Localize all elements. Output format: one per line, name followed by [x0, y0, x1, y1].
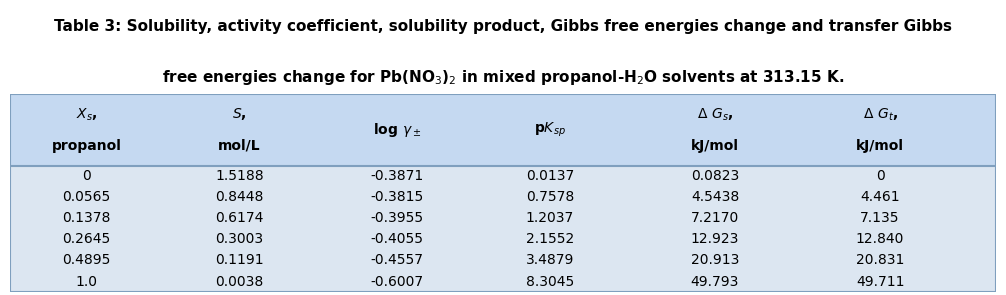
- Text: -0.4557: -0.4557: [370, 253, 424, 268]
- Text: 12.840: 12.840: [856, 232, 904, 246]
- Text: 0.1191: 0.1191: [215, 253, 264, 268]
- Text: 0.6174: 0.6174: [215, 211, 264, 225]
- Text: 0.7578: 0.7578: [526, 190, 574, 204]
- Text: kJ/mol: kJ/mol: [856, 139, 904, 153]
- Text: 7.135: 7.135: [860, 211, 899, 225]
- Text: mol/L: mol/L: [218, 139, 261, 153]
- Text: 0.4895: 0.4895: [62, 253, 111, 268]
- Text: 49.711: 49.711: [856, 275, 904, 289]
- Bar: [10, 165, 996, 187]
- Text: 12.923: 12.923: [691, 232, 739, 246]
- Text: 1.0: 1.0: [75, 275, 98, 289]
- Text: 8.3045: 8.3045: [526, 275, 574, 289]
- Text: 1.2037: 1.2037: [526, 211, 574, 225]
- Text: -0.3955: -0.3955: [370, 211, 424, 225]
- Text: -0.4055: -0.4055: [370, 232, 424, 246]
- Bar: [10, 271, 996, 292]
- Text: $S$,: $S$,: [232, 106, 246, 122]
- Text: 0.8448: 0.8448: [215, 190, 264, 204]
- Text: 2.1552: 2.1552: [526, 232, 574, 246]
- Text: -0.6007: -0.6007: [370, 275, 424, 289]
- Text: log $\gamma_\pm$: log $\gamma_\pm$: [373, 121, 422, 139]
- Text: 0.2645: 0.2645: [62, 232, 111, 246]
- Text: 0: 0: [82, 169, 91, 183]
- Text: 20.913: 20.913: [691, 253, 739, 268]
- Text: $\Delta$ $G_s$,: $\Delta$ $G_s$,: [697, 106, 733, 122]
- Text: 4.5438: 4.5438: [691, 190, 739, 204]
- Text: -0.3815: -0.3815: [370, 190, 424, 204]
- Text: 49.793: 49.793: [691, 275, 739, 289]
- Bar: [10, 229, 996, 250]
- Text: propanol: propanol: [51, 139, 122, 153]
- Text: p$K_{sp}$: p$K_{sp}$: [534, 121, 565, 139]
- Text: 0: 0: [876, 169, 884, 183]
- Text: 0.0565: 0.0565: [62, 190, 111, 204]
- Text: 0.1378: 0.1378: [62, 211, 111, 225]
- Text: kJ/mol: kJ/mol: [691, 139, 739, 153]
- Text: -0.3871: -0.3871: [370, 169, 424, 183]
- Bar: [10, 94, 996, 165]
- Text: 20.831: 20.831: [856, 253, 904, 268]
- Text: 0.0038: 0.0038: [215, 275, 264, 289]
- Text: Table 3: Solubility, activity coefficient, solubility product, Gibbs free energi: Table 3: Solubility, activity coefficien…: [54, 19, 952, 34]
- Text: 0.3003: 0.3003: [215, 232, 264, 246]
- Text: 7.2170: 7.2170: [691, 211, 739, 225]
- Bar: [10, 187, 996, 208]
- Text: $X_s$,: $X_s$,: [75, 106, 98, 122]
- Text: free energies change for Pb(NO$_3$)$_2$ in mixed propanol-H$_2$O solvents at 313: free energies change for Pb(NO$_3$)$_2$ …: [162, 68, 844, 87]
- Bar: [10, 208, 996, 229]
- Text: 3.4879: 3.4879: [526, 253, 574, 268]
- Text: 1.5188: 1.5188: [215, 169, 264, 183]
- Bar: [10, 250, 996, 271]
- Text: 0.0137: 0.0137: [526, 169, 574, 183]
- Text: 0.0823: 0.0823: [691, 169, 739, 183]
- Text: 4.461: 4.461: [860, 190, 900, 204]
- Text: $\Delta$ $G_t$,: $\Delta$ $G_t$,: [862, 106, 897, 122]
